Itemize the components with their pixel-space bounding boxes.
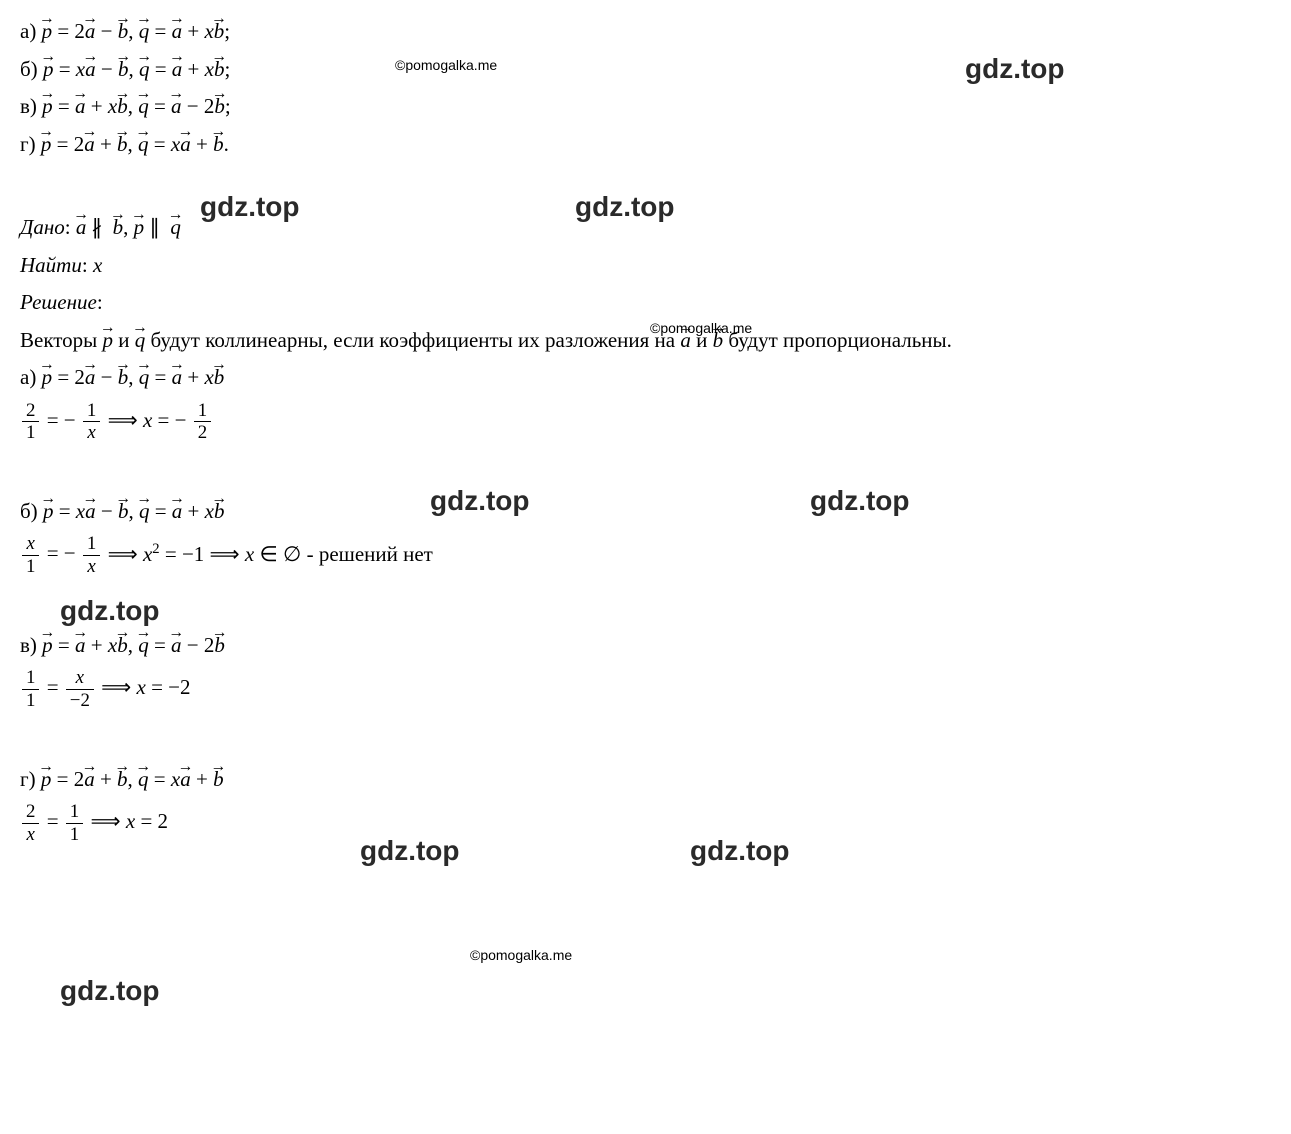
- problem-c: в) p = a + xb, q = a − 2b;: [20, 91, 1271, 123]
- frac-den: 1: [22, 690, 39, 712]
- find-label: Найти: [20, 253, 82, 277]
- sol-c-arrow: ⟹ x = −2: [101, 675, 190, 699]
- theory-text: Векторы p и q будут коллинеарны, если ко…: [20, 325, 1271, 357]
- problem-d: г) p = 2a + b, q = xa + b.: [20, 129, 1271, 161]
- sol-b-line2: x1 = − 1x ⟹ x2 = −1 ⟹ x ∈ ∅ - решений не…: [20, 533, 1271, 577]
- frac-num: 1: [83, 400, 100, 423]
- frac-den: x: [22, 824, 39, 846]
- frac-num: x: [22, 533, 39, 556]
- sol-c-eq: =: [47, 675, 64, 699]
- solution-label: Решение: [20, 290, 97, 314]
- solution-colon: :: [97, 290, 103, 314]
- frac-den: x: [83, 556, 100, 578]
- frac-num: 2: [22, 801, 39, 824]
- frac-den: 1: [22, 556, 39, 578]
- problem-a: а) p = 2a − b, q = a + xb;: [20, 16, 1271, 48]
- exponent: 2: [152, 541, 159, 557]
- frac-num: x: [66, 667, 94, 690]
- sol-a-eq: = −: [47, 408, 76, 432]
- sol-a-line2: 21 = − 1x ⟹ x = − 12: [20, 400, 1271, 444]
- sol-a-arrow: ⟹ x = −: [108, 408, 187, 432]
- watermark-pomo: ©pomogalka.me: [470, 945, 572, 966]
- frac-den: 1: [66, 824, 83, 846]
- frac-num: 1: [22, 667, 39, 690]
- dano-label: Дано: [20, 215, 65, 239]
- sol-c-line1: в) p = a + xb, q = a − 2b: [20, 630, 1271, 662]
- sol-d-line1: г) p = 2a + b, q = xa + b: [20, 764, 1271, 796]
- frac-num: 1: [194, 400, 211, 423]
- frac-den: 1: [22, 422, 39, 444]
- watermark-gdz: gdz.top: [60, 970, 160, 1012]
- dano-line: Дано: a ∦ b, p ∥ q: [20, 212, 1271, 244]
- find-line: Найти: x: [20, 250, 1271, 282]
- frac-num: 1: [66, 801, 83, 824]
- sol-d-arrow: ⟹ x = 2: [91, 809, 169, 833]
- frac-den: −2: [66, 690, 94, 712]
- sol-c-line2: 11 = x−2 ⟹ x = −2: [20, 667, 1271, 711]
- frac-num: 1: [83, 533, 100, 556]
- frac-num: 2: [22, 400, 39, 423]
- sol-b-arrow1: ⟹ x2 = −1 ⟹ x ∈ ∅ - решений нет: [108, 542, 433, 566]
- frac-den: 2: [194, 422, 211, 444]
- solution-label-line: Решение:: [20, 287, 1271, 319]
- problem-b: б) p = xa − b, q = a + xb;: [20, 54, 1271, 86]
- frac-den: x: [83, 422, 100, 444]
- sol-a-line1: а) p = 2a − b, q = a + xb: [20, 362, 1271, 394]
- sol-d-eq: =: [47, 809, 64, 833]
- sol-d-line2: 2x = 11 ⟹ x = 2: [20, 801, 1271, 845]
- sol-b-eq: = −: [47, 542, 76, 566]
- sol-b-line1: б) p = xa − b, q = a + xb: [20, 496, 1271, 528]
